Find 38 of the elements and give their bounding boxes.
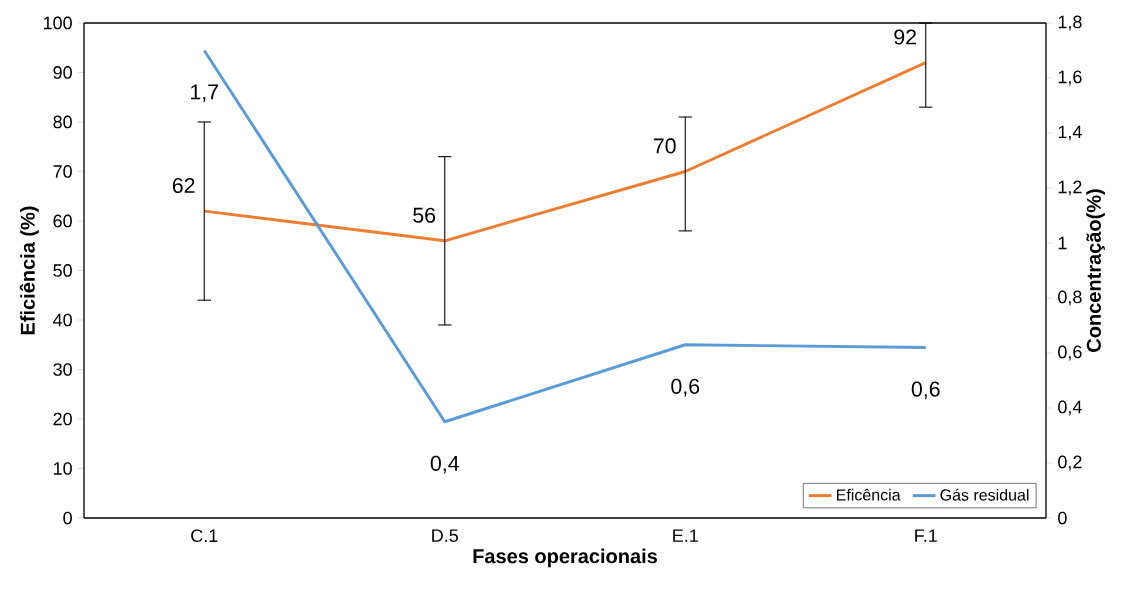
- data-label: 56: [413, 207, 436, 223]
- legend-label: Gás residual: [940, 488, 1029, 501]
- y-tick-label: 80: [53, 115, 72, 129]
- data-label: 0,6: [671, 378, 700, 397]
- x-axis-title: Fases operacionais: [473, 548, 657, 568]
- data-label: 0,6: [911, 381, 940, 400]
- y2-tick-label: 0,4: [1058, 400, 1082, 416]
- y-tick-label: 90: [53, 66, 72, 79]
- y2-tick-label: 1,6: [1058, 70, 1082, 86]
- y2-tick-label: 0,8: [1058, 290, 1082, 306]
- y-tick-label: 40: [53, 313, 72, 327]
- x-tick-label: E.1: [673, 529, 698, 542]
- y-tick-label: 10: [53, 462, 72, 475]
- y2-tick-label: 1,8: [1058, 15, 1082, 31]
- data-label: 92: [894, 29, 916, 45]
- x-tick-label: F.1: [915, 529, 937, 542]
- x-tick-label: C.1: [191, 529, 218, 543]
- y2-tick-label: 1,4: [1058, 125, 1082, 141]
- y-tick-label: 60: [53, 214, 72, 228]
- data-label: 0,4: [430, 455, 459, 474]
- y-tick-label: 70: [53, 165, 72, 178]
- y-tick-label: 0: [63, 511, 72, 525]
- y-tick-label: 30: [53, 363, 72, 376]
- y-tick-label: 50: [53, 264, 72, 277]
- x-tick-label: D.5: [432, 529, 459, 542]
- y-tick-label: 100: [43, 16, 72, 30]
- legend-label: Eficência: [837, 488, 901, 501]
- data-label: 1,7: [191, 84, 219, 102]
- y2-tick-label: 1,2: [1058, 180, 1082, 196]
- y-tick-label: 20: [53, 412, 72, 426]
- y2-tick-label: 1: [1058, 236, 1067, 250]
- y-axis-title: Eficiência (%): [19, 206, 39, 335]
- data-label: 70: [653, 138, 676, 154]
- y2-tick-label: 0: [1058, 511, 1067, 525]
- y2-tick-label: 0,2: [1058, 455, 1082, 471]
- y2-tick-label: 0,6: [1058, 345, 1082, 361]
- y2-axis-title: Concentração(%): [1086, 189, 1105, 352]
- data-label: 62: [172, 177, 195, 194]
